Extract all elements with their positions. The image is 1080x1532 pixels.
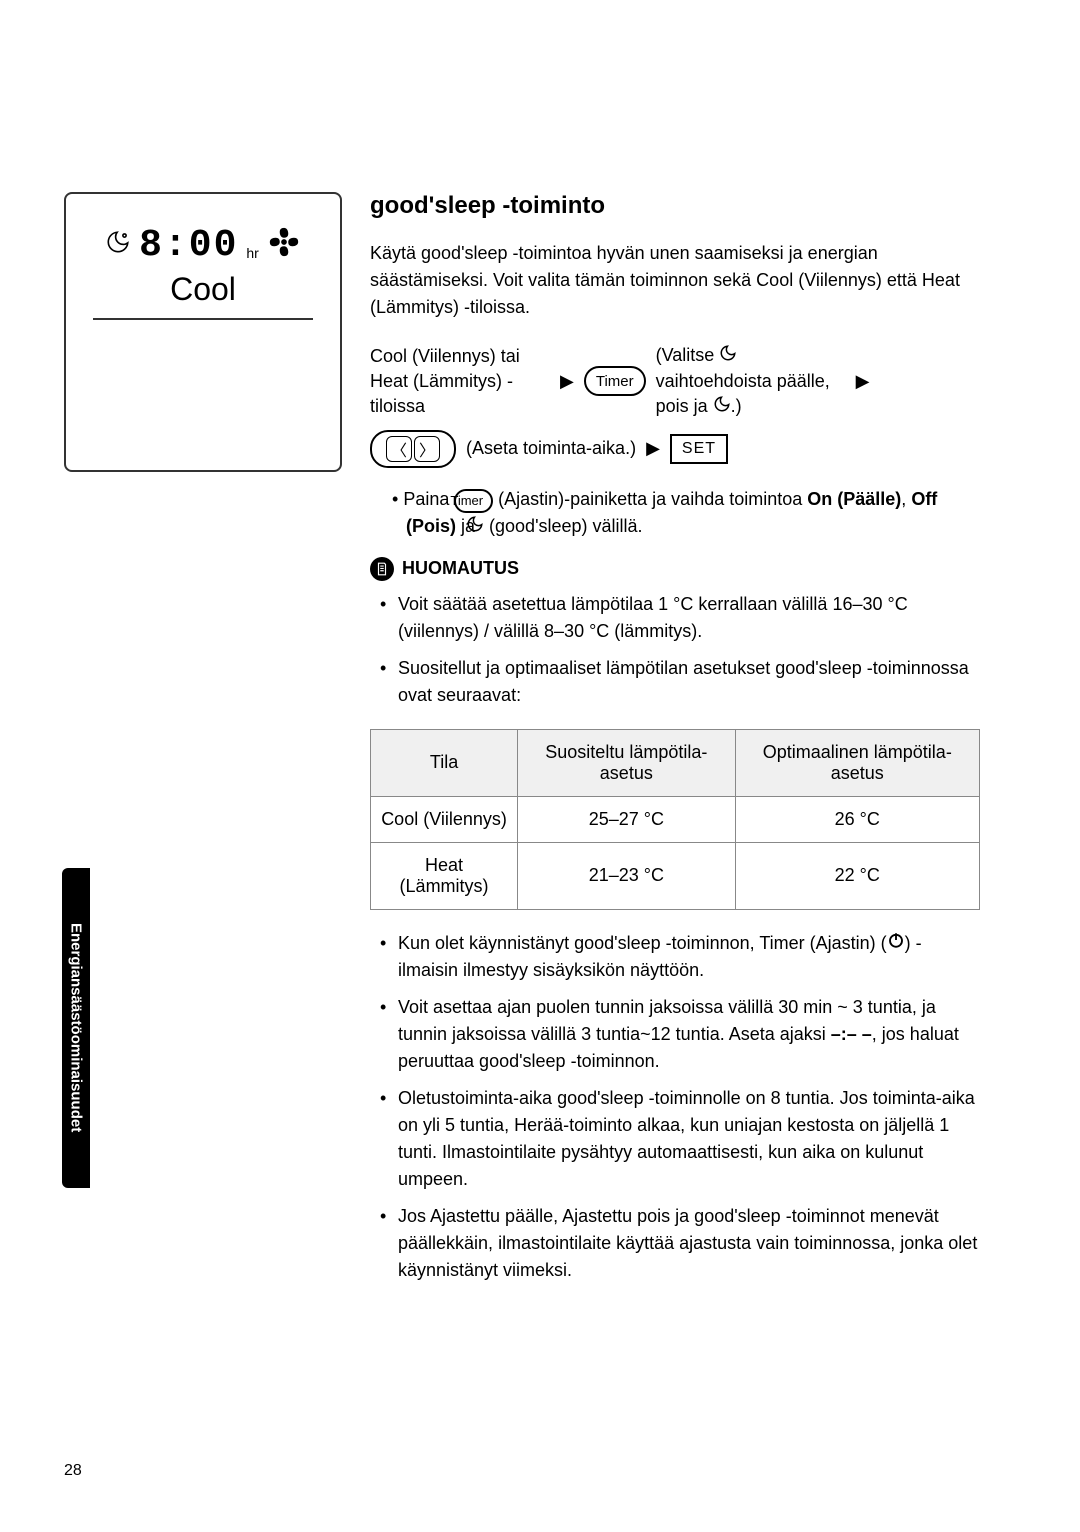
moon-small-icon [713,395,731,420]
note-header: HUOMAUTUS [370,557,980,581]
table-header: Suositeltu lämpötila-asetus [518,729,735,796]
display-time: 8:00 [139,224,238,267]
content-area: good'sleep -toiminto Käytä good'sleep -t… [370,192,980,1304]
fan-icon [267,225,301,267]
note-item: Suositellut ja optimaaliset lämpötilan a… [370,655,980,709]
note-list-bottom: Kun olet käynnistänyt good'sleep -toimin… [370,930,980,1285]
temperature-table: Tila Suositeltu lämpötila-asetus Optimaa… [370,729,980,910]
nav-buttons: 〈 〉 [370,430,456,468]
arrow-icon: ▶ [856,371,870,392]
timer-button-inline: Timer [454,489,493,513]
arrow-icon: ▶ [560,371,574,392]
power-icon [887,930,905,957]
set-button: SET [670,434,728,464]
table-header: Tila [371,729,518,796]
note-item: Oletustoiminta-aika good'sleep -toiminno… [370,1085,980,1193]
moon-icon [105,229,131,262]
intro-paragraph: Käytä good'sleep -toimintoa hyvän unen s… [370,240,980,321]
chevron-left-icon: 〈 [386,436,412,462]
remote-display-panel: 8:00 hr Cool [64,192,342,472]
display-hr-label: hr [246,245,258,261]
arrow-icon: ▶ [646,438,660,459]
note-item: Kun olet käynnistänyt good'sleep -toimin… [370,930,980,985]
moon-small-icon [719,344,737,369]
table-row: Heat (Lämmitys) 21–23 °C 22 °C [371,842,980,909]
flow-diagram: Cool (Viilennys) tai Heat (Lämmitys) -ti… [370,343,980,468]
flow-step-2: (Valitse vaihtoehdoista päälle, pois ja … [656,343,846,420]
table-header: Optimaalinen lämpötila-asetus [735,729,979,796]
note-item: Voit säätää asetettua lämpötilaa 1 °C ke… [370,591,980,645]
note-icon [370,557,394,581]
timer-instruction: • Paina Timer (Ajastin)-painiketta ja va… [392,486,980,541]
display-mode: Cool [93,271,312,320]
table-row: Cool (Viilennys) 25–27 °C 26 °C [371,796,980,842]
page-number: 28 [64,1462,82,1480]
note-item: Voit asettaa ajan puolen tunnin jaksoiss… [370,994,980,1075]
chevron-right-icon: 〉 [414,436,440,462]
note-list-top: Voit säätää asetettua lämpötilaa 1 °C ke… [370,591,980,709]
flow-step-1: Cool (Viilennys) tai Heat (Lämmitys) -ti… [370,344,550,420]
flow-step-3: (Aseta toiminta-aika.) [466,438,636,459]
note-item: Jos Ajastettu päälle, Ajastettu pois ja … [370,1203,980,1284]
section-title: good'sleep -toiminto [370,192,980,220]
timer-button: Timer [584,366,646,396]
sidebar-tab: Energiansäästöominaisuudet [62,868,90,1188]
